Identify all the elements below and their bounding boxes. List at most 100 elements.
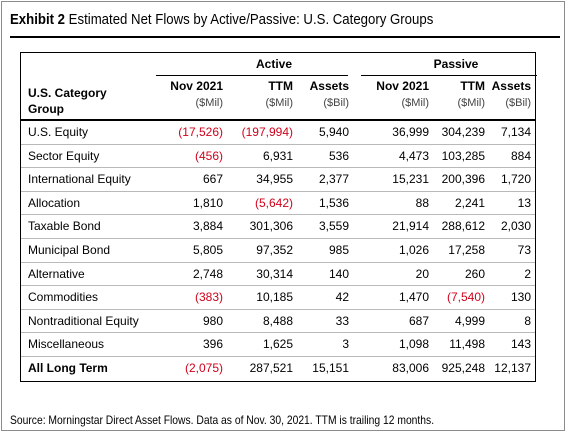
value-cell: 12,137 (494, 361, 531, 375)
exhibit-title: Exhibit 2 Estimated Net Flows by Active/… (10, 11, 433, 28)
col-unit-active-ttm: ($Mil) (265, 97, 294, 109)
col-header-passive-nov: Nov 2021 (376, 79, 429, 93)
value-cell: 3,559 (318, 219, 349, 234)
value-cell: 200,396 (441, 172, 485, 187)
col-header-passive-ttm: TTM (460, 79, 485, 93)
value-cell: (17,526) (178, 125, 223, 139)
value-cell: (197,994) (241, 125, 293, 139)
value-cell: 287,521 (249, 361, 293, 375)
value-cell: 130 (510, 290, 531, 305)
value-cell: 1,098 (398, 337, 429, 352)
category-cell: Commodities (28, 290, 99, 305)
value-cell: 925,248 (441, 361, 485, 375)
value-cell: 8,488 (262, 313, 293, 328)
value-cell: 3,884 (192, 219, 223, 234)
value-cell: 73 (517, 243, 531, 257)
value-cell: (2,075) (184, 361, 223, 375)
group-underline-passive (361, 75, 537, 76)
category-cell: Allocation (28, 195, 81, 210)
value-cell: 36,999 (392, 125, 429, 139)
value-cell: 2,748 (192, 266, 223, 281)
value-cell: 15,151 (312, 361, 349, 375)
value-cell: 396 (202, 337, 223, 352)
category-cell: U.S. Equity (28, 125, 89, 139)
value-cell: 2,030 (500, 219, 531, 234)
value-cell: 985 (328, 243, 349, 257)
category-header: U.S. Category Group (28, 85, 107, 117)
col-header-passive-assets: Assets (491, 79, 531, 93)
value-cell: 34,955 (256, 172, 293, 187)
col-unit-passive-nov: ($Mil) (401, 97, 430, 109)
category-cell: Sector Equity (28, 148, 100, 163)
value-cell: 687 (408, 313, 429, 328)
value-cell: 2,377 (318, 172, 349, 187)
category-cell: Taxable Bond (28, 219, 101, 234)
header-rule (21, 119, 535, 121)
value-cell: 301,306 (249, 219, 293, 234)
value-cell: (456) (194, 148, 223, 163)
value-cell: 1,536 (318, 195, 349, 210)
value-cell: 42 (335, 290, 349, 305)
value-cell: 97,352 (256, 243, 293, 257)
table-row: International Equity 667 34,955 2,377 15,231… (21, 168, 535, 192)
category-cell: All Long Term (28, 361, 108, 375)
value-cell: 304,239 (441, 125, 485, 139)
table-row: Municipal Bond 5,805 97,352 985 1,026 17,258 7… (21, 239, 535, 263)
table-row: Taxable Bond 3,884 301,306 3,559 21,914 288,6… (21, 215, 535, 239)
value-cell: 260 (464, 266, 485, 281)
category-cell: Municipal Bond (28, 243, 111, 257)
value-cell: 5,805 (192, 243, 223, 257)
value-cell: 143 (510, 337, 531, 352)
value-cell: 1,720 (500, 172, 531, 187)
group-header-active: Active (255, 57, 293, 71)
col-header-active-nov: Nov 2021 (170, 79, 223, 93)
value-cell: (5,642) (254, 195, 293, 210)
category-cell: Nontraditional Equity (28, 313, 139, 328)
value-cell: 1,810 (192, 195, 223, 210)
value-cell: 4,999 (454, 313, 485, 328)
value-cell: 667 (202, 172, 223, 187)
value-cell: 21,914 (392, 219, 429, 234)
value-cell: 884 (510, 148, 531, 163)
exhibit-number: Exhibit 2 (10, 11, 66, 28)
value-cell: 103,285 (441, 148, 485, 163)
value-cell: 17,258 (448, 243, 485, 257)
category-cell: International Equity (28, 172, 131, 187)
value-cell: (7,540) (446, 290, 485, 305)
value-cell: 20 (415, 266, 429, 281)
category-header-line1: U.S. Category (28, 86, 107, 100)
value-cell: 140 (328, 266, 349, 281)
table-total-row: All Long Term (2,075) 287,521 15,151 83,006 9… (21, 357, 535, 381)
table-row: Sector Equity (456) 6,931 536 4,473 103,285 88… (21, 145, 535, 169)
table-row: Nontraditional Equity 980 8,488 33 687 4,999 8 (21, 310, 535, 334)
col-unit-passive-ttm: ($Mil) (457, 97, 486, 109)
value-cell: 3 (342, 337, 349, 352)
table-row: U.S. Equity (17,526) (197,994) 5,940 36,999 3… (21, 121, 535, 145)
category-cell: Miscellaneous (28, 337, 105, 352)
col-header-active-ttm: TTM (268, 79, 293, 93)
value-cell: 4,473 (398, 148, 429, 163)
value-cell: 83,006 (392, 361, 429, 375)
source-note: Source: Morningstar Direct Asset Flows. … (10, 413, 435, 427)
value-cell: 15,231 (392, 172, 429, 187)
col-unit-passive-assets: ($Bil) (505, 97, 531, 109)
category-header-line2: Group (28, 102, 64, 116)
title-rule (10, 36, 560, 38)
flows-table: Active Passive U.S. Category Group Nov 2… (20, 52, 537, 382)
value-cell: 536 (328, 148, 349, 163)
value-cell: 30,314 (256, 266, 293, 281)
value-cell: 88 (415, 195, 429, 210)
value-cell: 6,931 (262, 148, 293, 163)
value-cell: 5,940 (318, 125, 349, 139)
value-cell: 10,185 (256, 290, 293, 305)
table-row: Alternative 2,748 30,314 140 20 260 2 (21, 263, 535, 287)
table-row: Commodities (383) 10,185 42 1,470 (7,540) 130 (21, 286, 535, 310)
table-row: Allocation 1,810 (5,642) 1,536 88 2,241 13 (21, 192, 535, 216)
value-cell: 2 (524, 266, 531, 281)
value-cell: 980 (202, 313, 223, 328)
value-cell: 7,134 (500, 125, 531, 139)
value-cell: 8 (524, 313, 531, 328)
col-unit-active-nov: ($Mil) (195, 97, 224, 109)
value-cell: 288,612 (441, 219, 485, 234)
